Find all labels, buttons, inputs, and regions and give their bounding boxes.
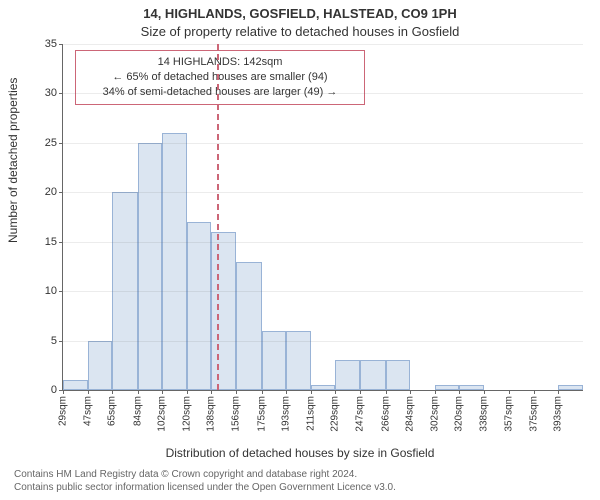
x-tick-label: 320sqm	[454, 396, 465, 432]
chart-title-subtitle: Size of property relative to detached ho…	[0, 24, 600, 39]
histogram-bar	[435, 385, 460, 390]
chart-title-address: 14, HIGHLANDS, GOSFIELD, HALSTEAD, CO9 1…	[0, 6, 600, 21]
x-axis-label: Distribution of detached houses by size …	[0, 446, 600, 460]
y-tick-label: 15	[45, 236, 57, 248]
y-tick-label: 20	[45, 186, 57, 198]
histogram-bar	[311, 385, 336, 390]
histogram-bar	[236, 262, 262, 391]
y-tick-label: 0	[51, 384, 57, 396]
plot-area: 14 HIGHLANDS: 142sqm← 65% of detached ho…	[62, 44, 583, 391]
y-tick-label: 30	[45, 87, 57, 99]
histogram-bar	[459, 385, 484, 390]
x-tick-label: 138sqm	[206, 396, 217, 432]
x-tick-label: 29sqm	[58, 396, 69, 426]
x-tick-label: 211sqm	[305, 396, 316, 431]
histogram-bar	[558, 385, 583, 390]
annotation-line: 34% of semi-detached houses are larger (…	[84, 85, 356, 100]
x-tick-label: 65sqm	[107, 396, 118, 426]
x-tick-label: 84sqm	[132, 396, 143, 426]
credits-line: Contains HM Land Registry data © Crown c…	[14, 468, 396, 481]
x-tick-label: 47sqm	[82, 396, 93, 426]
x-tick-label: 338sqm	[478, 396, 489, 432]
histogram-bar	[138, 143, 163, 390]
histogram-bar	[386, 360, 411, 390]
y-tick-label: 5	[51, 335, 57, 347]
annotation-line: 14 HIGHLANDS: 142sqm	[84, 55, 356, 70]
histogram-bar	[211, 232, 236, 390]
histogram-bar	[187, 222, 212, 390]
x-tick-label: 302sqm	[429, 396, 440, 432]
x-tick-label: 156sqm	[230, 396, 241, 432]
marker-annotation: 14 HIGHLANDS: 142sqm← 65% of detached ho…	[75, 50, 365, 105]
credits-line: Contains public sector information licen…	[14, 481, 396, 494]
histogram-bar	[88, 341, 113, 390]
histogram-bar	[63, 380, 88, 390]
x-tick-label: 120sqm	[181, 396, 192, 432]
x-tick-label: 284sqm	[405, 396, 416, 432]
property-marker-line	[217, 44, 219, 390]
x-tick-label: 102sqm	[157, 396, 168, 432]
credits-block: Contains HM Land Registry data © Crown c…	[14, 468, 396, 494]
x-tick-label: 247sqm	[354, 396, 365, 432]
y-axis-label: Number of detached properties	[6, 78, 20, 243]
x-tick-label: 266sqm	[380, 396, 391, 432]
y-tick-label: 10	[45, 285, 57, 297]
x-tick-label: 229sqm	[330, 396, 341, 432]
property-size-chart: 14, HIGHLANDS, GOSFIELD, HALSTEAD, CO9 1…	[0, 0, 600, 500]
x-tick-label: 375sqm	[528, 396, 539, 432]
x-tick-label: 175sqm	[256, 396, 267, 432]
y-tick-label: 35	[45, 38, 57, 50]
annotation-line: ← 65% of detached houses are smaller (94…	[84, 70, 356, 85]
histogram-bar	[162, 133, 187, 390]
x-tick-label: 193sqm	[281, 396, 292, 432]
histogram-bar	[360, 360, 386, 390]
y-tick-label: 25	[45, 137, 57, 149]
histogram-bar	[335, 360, 360, 390]
x-tick-label: 393sqm	[553, 396, 564, 432]
x-tick-label: 357sqm	[504, 396, 515, 432]
